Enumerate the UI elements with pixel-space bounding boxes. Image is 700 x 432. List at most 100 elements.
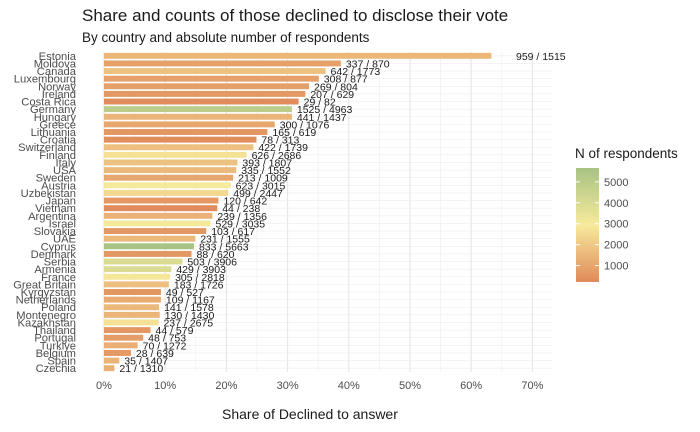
colorbar-tick-label: 2000 (604, 240, 628, 252)
bar-netherlands (104, 296, 161, 303)
y-axis-labels: EstoniaMoldovaCanadaLuxembourgNorwayIrel… (13, 51, 77, 375)
x-tick-label: 10% (154, 380, 176, 392)
bar-turkiye (104, 342, 138, 349)
data-label: 21 / 1310 (119, 363, 163, 375)
y-tick-label: Montenegro (16, 310, 76, 322)
bar-costa-rica (104, 98, 299, 105)
data-label: 441 / 1437 (297, 112, 347, 124)
y-tick-label: Kazakhstan (18, 317, 76, 329)
y-tick-label: Portugal (34, 333, 76, 345)
colorbar-tick-label: 4000 (604, 198, 628, 210)
y-tick-label: Hungary (34, 112, 77, 124)
bar-argentina (104, 212, 213, 219)
data-label: 308 / 877 (324, 74, 368, 86)
data-label: 335 / 1552 (241, 165, 291, 177)
bar-germany (104, 106, 292, 113)
data-label: 642 / 1773 (331, 66, 381, 78)
bar-ireland (104, 90, 306, 97)
data-label: 305 / 2818 (175, 272, 225, 284)
y-tick-label: Japan (46, 196, 76, 208)
legend-title: N of respondents (575, 146, 678, 161)
data-label: 49 / 527 (166, 287, 204, 299)
y-tick-label: Uzbekistan (21, 188, 76, 200)
bar-usa (104, 167, 237, 174)
y-tick-label: Great Britain (13, 279, 76, 291)
bar-greece (104, 121, 275, 128)
bar-estonia (104, 52, 492, 59)
data-label: 626 / 2686 (252, 150, 302, 162)
data-label: 48 / 753 (148, 333, 186, 345)
y-tick-label: Vietnam (35, 203, 76, 215)
bar-poland (104, 304, 160, 311)
bar-armenia (104, 266, 172, 273)
bar-slovakia (104, 228, 207, 235)
colorbar-tick-label: 5000 (604, 177, 628, 189)
data-label: 623 / 3015 (236, 180, 286, 192)
bar-spain (104, 357, 120, 364)
data-label: 529 / 3035 (215, 218, 265, 230)
bar-israel (104, 220, 211, 227)
colorbar (576, 168, 599, 282)
y-tick-label: Switzerland (18, 142, 76, 154)
data-label: 183 / 1726 (174, 279, 224, 291)
bar-croatia (104, 136, 257, 143)
y-tick-label: Argentina (28, 211, 77, 223)
data-label: 70 / 1272 (143, 340, 187, 352)
y-tick-label: Norway (38, 81, 76, 93)
data-label: 29 / 82 (304, 97, 336, 109)
bar-finland (104, 151, 247, 158)
data-label: 213 / 1009 (238, 173, 288, 185)
bar-kyrgyzstan (104, 289, 161, 295)
colorbar-tick-label: 3000 (604, 219, 628, 231)
y-tick-label: Costa Rica (21, 97, 76, 109)
x-tick-label: 30% (277, 380, 299, 392)
bar-norway (104, 83, 310, 90)
data-label: 499 / 2447 (233, 188, 283, 200)
bar-italy (104, 159, 238, 166)
data-label: 393 / 1807 (242, 157, 292, 169)
y-tick-label: Thailand (33, 325, 76, 337)
data-label: 165 / 619 (272, 127, 316, 139)
data-label: 207 / 629 (310, 89, 354, 101)
bar-japan (104, 197, 219, 204)
bar-great-britain (104, 281, 169, 288)
data-label: 503 / 3906 (187, 257, 237, 269)
y-tick-label: Poland (41, 302, 76, 314)
x-axis-ticks: 0% 10% 20% 30% 40% 50% 60% 70% (96, 380, 544, 392)
bars-group (104, 52, 492, 372)
data-label: 237 / 2675 (163, 317, 213, 329)
y-tick-label: Croatia (40, 135, 77, 147)
bar-canada (104, 68, 326, 75)
y-tick-label: Israel (49, 218, 76, 230)
bar-serbia (104, 258, 183, 265)
bar-moldova (104, 60, 341, 67)
bar-sweden (104, 174, 234, 181)
y-tick-label: Spain (47, 356, 76, 368)
x-tick-label: 50% (399, 380, 421, 392)
y-tick-label: Greece (39, 119, 76, 131)
data-label: 269 / 804 (314, 81, 358, 93)
bar-france (104, 273, 171, 280)
bar-hungary (104, 113, 292, 120)
x-tick-label: 20% (215, 380, 237, 392)
data-label: 109 / 1167 (166, 295, 215, 307)
x-axis-title: Share of Declined to answer (222, 406, 398, 422)
data-label: 422 / 1739 (258, 142, 308, 154)
y-tick-label: Czechia (36, 363, 77, 375)
data-label: 44 / 238 (222, 203, 260, 215)
y-tick-label: Lithuania (31, 127, 77, 139)
data-label: 959 / 1515 (516, 51, 566, 63)
y-tick-label: Kyrgyzstan (21, 287, 76, 299)
data-label: 130 / 1430 (165, 310, 215, 322)
colorbar-tick-label: 1000 (604, 261, 628, 273)
y-tick-label: Cyprus (41, 241, 77, 253)
x-tick-label: 60% (460, 380, 482, 392)
chart-subtitle: By country and absolute number of respon… (82, 30, 370, 45)
y-tick-label: Ireland (42, 89, 76, 101)
data-label: 239 / 1356 (217, 211, 267, 223)
y-tick-label: Canada (37, 66, 77, 78)
data-label: 833 / 5663 (199, 241, 249, 253)
data-label: 1525 / 4963 (297, 104, 353, 116)
bar-denmark (104, 250, 192, 257)
